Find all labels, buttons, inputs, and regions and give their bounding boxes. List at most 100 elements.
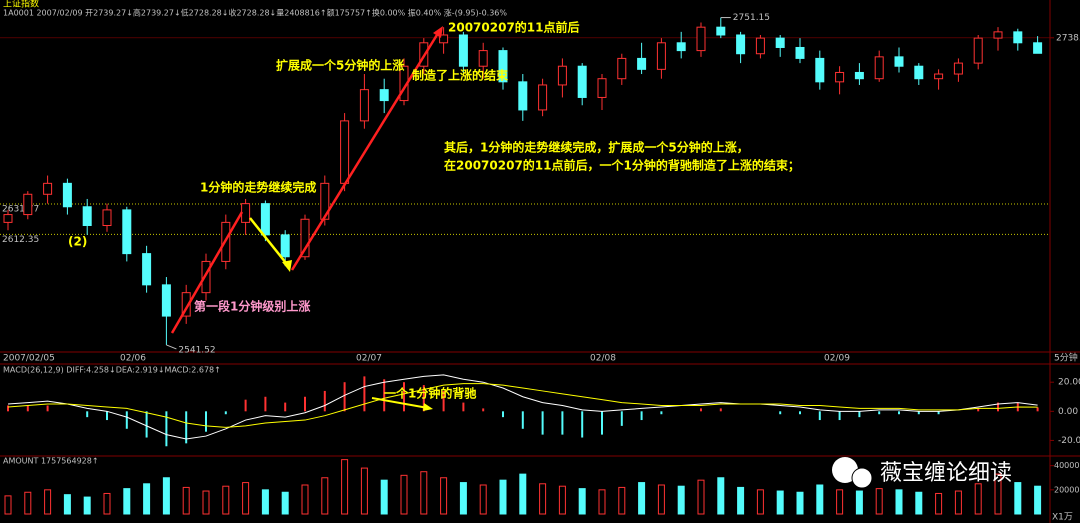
volume-bar <box>63 494 71 515</box>
trend-arrow <box>290 29 442 271</box>
volume-bar <box>440 477 448 515</box>
volume-bar <box>24 491 32 515</box>
candle-body <box>340 120 350 184</box>
annotation: 其后，1分钟的走势继续完成，扩展成一个5分钟的上涨， <box>444 140 749 155</box>
volume-bar <box>83 496 91 515</box>
volume-bar <box>499 479 507 515</box>
candle-body <box>953 62 963 75</box>
low-label: 2541.52 <box>178 345 215 355</box>
extreme-pointer <box>166 344 177 350</box>
candle-body <box>23 193 33 216</box>
candle-body <box>597 78 607 98</box>
macd-line <box>7 374 1038 440</box>
volume-bar <box>558 485 566 515</box>
candle-body <box>716 26 726 36</box>
volume-bar <box>301 484 309 515</box>
volume-bar <box>816 484 824 515</box>
x-tick-label: 02/08 <box>590 354 616 364</box>
volume-bar <box>281 491 289 515</box>
volume-bar <box>202 490 210 515</box>
macd-line <box>7 383 1038 428</box>
candle-body <box>557 65 567 86</box>
candle-body <box>676 42 686 52</box>
candle-body <box>696 26 706 52</box>
high-label: 2751.15 <box>733 13 770 23</box>
annotation: 第一段1分钟级别上涨 <box>194 299 310 314</box>
volume-bar <box>578 488 586 515</box>
candle-body <box>458 34 468 67</box>
candle-body <box>538 84 548 111</box>
volume-bar <box>855 490 863 515</box>
watermark-icon <box>832 457 858 483</box>
volume-bar <box>420 471 428 515</box>
candle-body <box>260 203 270 236</box>
volume-bar <box>143 483 151 515</box>
candle-body <box>795 46 805 59</box>
candle-body <box>775 37 785 48</box>
annotation: 扩展成一个5分钟的上涨 <box>276 58 404 73</box>
annotation: 1分钟的走势继续完成 <box>200 180 316 195</box>
volume-bar <box>598 489 606 515</box>
period-label: 5分钟 <box>1054 352 1078 364</box>
volume-bar <box>1034 485 1042 515</box>
annotation: 一个1分钟的背驰 <box>384 386 476 401</box>
trend-arrow <box>371 397 429 409</box>
annotation: 20070207的11点前后 <box>448 20 580 35</box>
candle-body <box>359 89 369 122</box>
candle-body <box>1033 42 1043 54</box>
candle-body <box>300 218 310 258</box>
reference-label: 2631.77 <box>2 205 39 215</box>
x-tick-label: 02/09 <box>824 354 850 364</box>
reference-label: 2612.35 <box>2 235 39 245</box>
candle-body <box>478 50 488 67</box>
volume-bar <box>459 482 467 515</box>
volume-bar <box>935 492 943 515</box>
y-tick-label: 200000 <box>1054 485 1080 494</box>
volume-bar <box>756 489 764 515</box>
candle-body <box>518 81 528 111</box>
candle-body <box>379 89 389 102</box>
volume-bar <box>182 486 190 515</box>
candle-body <box>914 65 924 80</box>
volume-bar <box>103 492 111 515</box>
candle-body <box>577 65 587 98</box>
volume-bar <box>836 489 844 515</box>
x-tick-label: 2007/02/05 <box>3 354 55 364</box>
volume-bar <box>162 477 170 515</box>
arrow-head <box>282 260 292 272</box>
candle-body <box>874 56 884 80</box>
volume-bar <box>618 486 626 515</box>
volume-bar <box>638 482 646 515</box>
annotation: (2) <box>68 235 87 249</box>
volume-bar <box>915 491 923 515</box>
x-tick-label: 02/06 <box>120 354 146 364</box>
trend-arrow <box>249 217 291 269</box>
volume-bar <box>341 459 349 515</box>
candle-body <box>617 57 627 80</box>
watermark: 薇宝缠论细读 <box>832 457 1012 489</box>
candle-body <box>3 214 13 223</box>
y-tick-label: 400000 <box>1054 461 1080 470</box>
unit-label: X1万 <box>1052 513 1073 523</box>
watermark-icon <box>851 467 873 489</box>
volume-bar <box>1014 482 1022 515</box>
candle-body <box>973 37 983 64</box>
volume-bar <box>400 474 408 515</box>
candle-body <box>894 56 904 67</box>
candle-body <box>854 71 864 80</box>
candle-body <box>161 284 171 317</box>
volume-bar <box>4 495 12 515</box>
candle-body <box>43 182 53 195</box>
volume-bar <box>697 479 705 515</box>
candle-body <box>755 37 765 55</box>
volume-label: AMOUNT 1757564928↑ <box>3 457 99 466</box>
candle-body <box>62 182 72 208</box>
volume-bar <box>954 490 962 515</box>
header-title: 上证指数 <box>3 0 39 10</box>
annotation: 在20070207的11点前后，一个1分钟的背驰制造了上涨的结束； <box>444 158 800 173</box>
volume-bar <box>717 477 725 515</box>
volume-bar <box>519 473 527 515</box>
y-tick-label: -20.00 <box>1058 436 1080 446</box>
volume-bar <box>479 484 487 515</box>
